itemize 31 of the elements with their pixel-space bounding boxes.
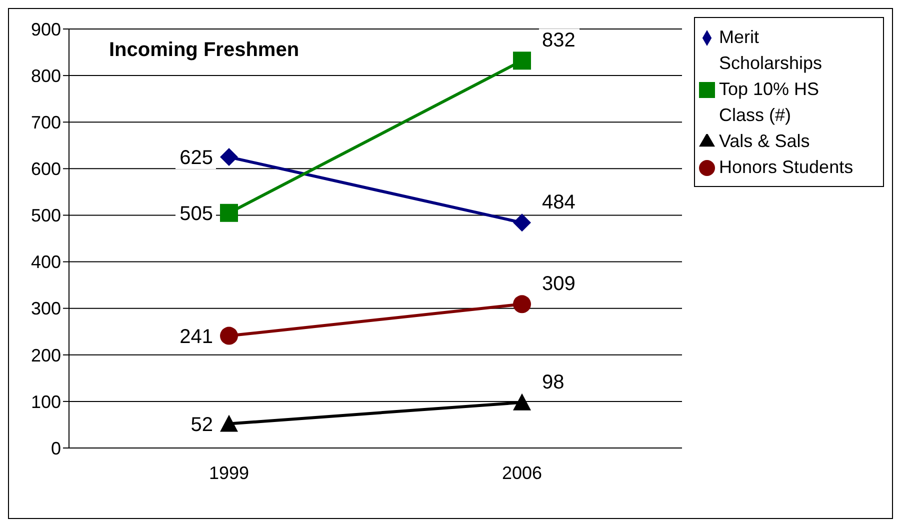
data-label: 309 [542, 273, 576, 296]
legend-label: Vals & Sals [719, 130, 811, 153]
y-tick-label: 500 [30, 206, 61, 226]
point [513, 214, 531, 232]
legend-label: Honors Students [719, 156, 854, 179]
y-tick-label: 600 [30, 159, 61, 180]
point [513, 295, 531, 314]
legend-label: Merit Scholarships [719, 26, 824, 75]
legend-label: Top 10% HS Class (#) [719, 78, 820, 127]
y-tick-label: 200 [30, 345, 61, 366]
y-tick-label: 400 [30, 252, 61, 272]
y-tick-label: 700 [30, 112, 61, 132]
y-tick-label: 0 [50, 438, 61, 458]
data-label: 98 [542, 371, 564, 394]
point [513, 52, 531, 70]
y-tick-label: 100 [30, 392, 61, 412]
data-label: 241 [180, 326, 213, 348]
data-label: 625 [180, 147, 213, 170]
data-label: 484 [542, 192, 576, 214]
data-label: 832 [542, 30, 576, 52]
point [220, 204, 238, 222]
point [220, 148, 238, 166]
x-tick-label: 2006 [502, 462, 542, 483]
point [220, 326, 238, 345]
y-tick-label: 800 [30, 66, 61, 86]
data-label: 52 [190, 414, 213, 436]
y-tick-label: 300 [30, 298, 61, 319]
data-label: 505 [180, 202, 213, 225]
x-tick-label: 1999 [208, 462, 250, 483]
text: Incoming Freshmen [108, 38, 300, 63]
y-tick-label: 900 [30, 19, 61, 40]
